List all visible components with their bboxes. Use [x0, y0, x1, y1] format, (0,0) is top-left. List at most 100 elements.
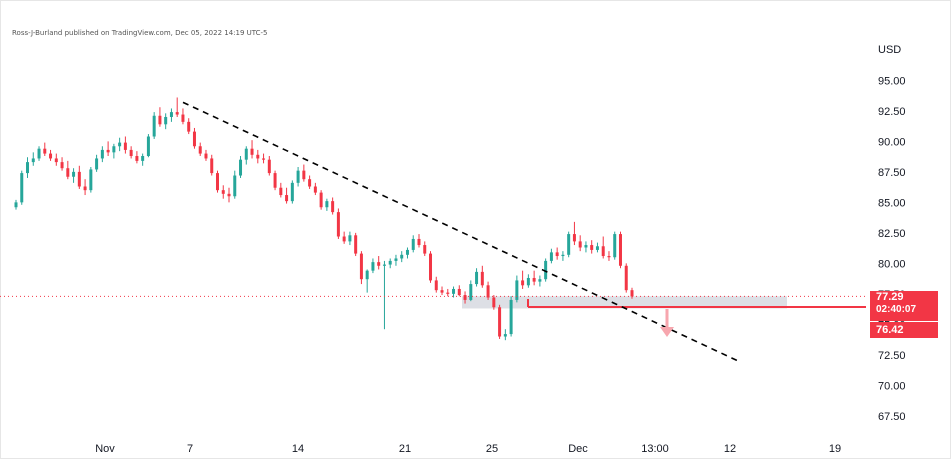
candle-body: [106, 149, 110, 153]
candle-body: [613, 234, 617, 258]
candle: [14, 199, 18, 210]
candle: [175, 97, 179, 117]
candle: [123, 136, 127, 154]
candle: [221, 185, 225, 199]
candle-body: [192, 131, 196, 147]
candle: [336, 208, 340, 239]
candle: [486, 281, 490, 300]
candle-body: [567, 234, 571, 255]
candle-body: [359, 253, 363, 280]
candle: [106, 141, 110, 157]
candle: [423, 241, 427, 257]
candle: [498, 304, 502, 339]
candle-body: [371, 262, 375, 271]
candle: [526, 274, 530, 288]
candle-body: [555, 252, 559, 257]
candle: [187, 118, 191, 135]
candle-body: [54, 158, 58, 163]
candle: [595, 242, 599, 253]
candle: [561, 251, 565, 261]
candle: [584, 241, 588, 253]
candle-body: [515, 280, 519, 300]
candle-body: [77, 171, 81, 187]
candle: [89, 166, 93, 193]
candle: [446, 288, 450, 297]
candle: [244, 146, 248, 165]
candle: [296, 166, 300, 187]
candle: [198, 142, 202, 157]
candle-body: [607, 256, 611, 258]
candle-body: [595, 246, 599, 250]
x-tick-label: 7: [187, 443, 193, 455]
candle-body: [405, 249, 409, 255]
candle-body: [331, 201, 335, 213]
candles-layer: [14, 97, 634, 341]
candle: [429, 251, 433, 283]
candle-body: [475, 271, 479, 285]
candle-body: [244, 148, 248, 160]
candle-body: [198, 146, 202, 154]
candle-body: [584, 245, 588, 248]
candle: [43, 142, 47, 157]
currency-label: USD: [878, 44, 902, 56]
candle-body: [325, 201, 329, 208]
candle-body: [72, 171, 76, 177]
candle: [601, 236, 605, 259]
candle-body: [624, 265, 628, 291]
candle: [469, 280, 473, 302]
candle-body: [26, 162, 30, 174]
bar-countdown: 02:40:07: [876, 304, 917, 315]
candle-body: [250, 148, 254, 155]
candle-body: [354, 235, 358, 254]
candle-body: [100, 149, 104, 159]
candle-body: [215, 173, 219, 191]
x-tick-label: 25: [486, 443, 498, 455]
candle: [54, 153, 58, 166]
candle: [359, 251, 363, 285]
candle-body: [434, 280, 438, 291]
y-tick-label: 72.50: [878, 350, 906, 362]
candle-body: [526, 277, 530, 286]
candle-body: [302, 170, 306, 180]
candle-body: [388, 260, 392, 265]
candle-body: [538, 279, 542, 282]
candle-body: [49, 153, 53, 159]
candle: [555, 247, 559, 260]
candle: [382, 260, 386, 330]
candle-body: [457, 288, 461, 296]
x-tick-label: 19: [829, 443, 841, 455]
candle: [83, 179, 87, 196]
candle-body: [239, 159, 243, 176]
candle: [100, 146, 104, 163]
candle-body: [14, 202, 18, 208]
candle-body: [509, 299, 513, 335]
candle: [302, 164, 306, 182]
candle: [319, 190, 323, 210]
candle-body: [630, 290, 634, 297]
candle: [440, 286, 444, 296]
candle-body: [411, 238, 415, 250]
candle: [532, 270, 536, 286]
candle-body: [601, 246, 605, 257]
candle: [578, 235, 582, 252]
candle-body: [158, 115, 162, 125]
candle: [325, 198, 329, 211]
candle: [26, 157, 30, 178]
y-tick-label: 85.00: [878, 197, 906, 209]
candle-body: [267, 159, 271, 174]
candle: [475, 268, 479, 287]
candle-body: [423, 245, 427, 254]
candle: [181, 108, 185, 125]
candle: [308, 175, 312, 189]
x-tick-label: 14: [292, 443, 304, 455]
candle: [215, 170, 219, 193]
candle: [618, 231, 622, 269]
candle-body: [308, 179, 312, 187]
candle: [521, 270, 525, 289]
candle: [538, 275, 542, 287]
candle-body: [336, 212, 340, 237]
candle: [371, 258, 375, 274]
y-tick-label: 90.00: [878, 136, 906, 148]
candle: [164, 113, 168, 130]
